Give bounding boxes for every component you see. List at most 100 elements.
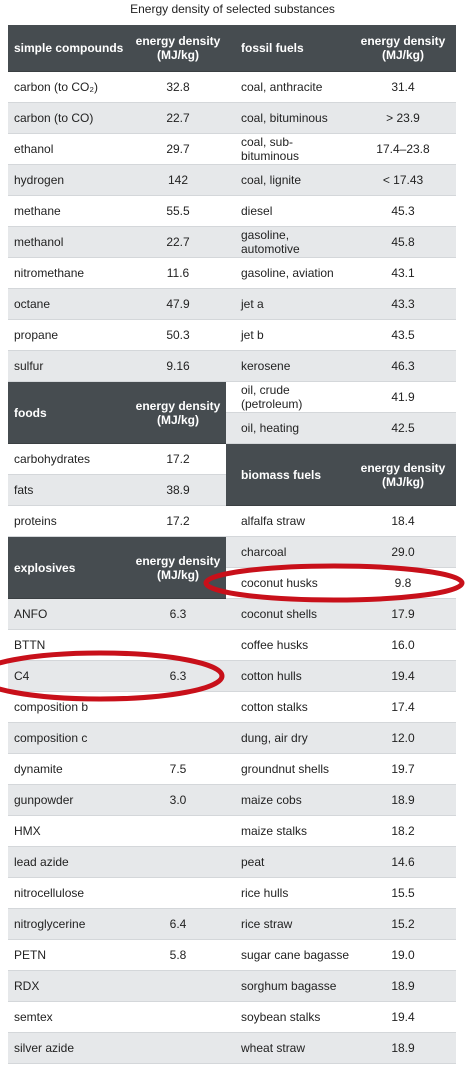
substance-name: coal, lignite — [226, 165, 350, 196]
energy-density: 29.7 — [130, 134, 226, 165]
energy-density — [130, 878, 226, 909]
substance-name: coal, anthracite — [226, 72, 350, 103]
energy-density: 9.8 — [350, 568, 456, 599]
substance-name: octane — [8, 289, 130, 320]
energy-density: 19.4 — [350, 1002, 456, 1033]
substance-name: propane — [8, 320, 130, 351]
substance-name: carbon (to CO₂) — [8, 72, 130, 103]
substance-name: PETN — [8, 940, 130, 971]
substance-name: groundnut shells — [226, 754, 350, 785]
energy-density: 18.9 — [350, 971, 456, 1002]
substance-name: gunpowder — [8, 785, 130, 816]
substance-name: composition b — [8, 692, 130, 723]
energy-density: 18.2 — [350, 816, 456, 847]
energy-density: 31.4 — [350, 72, 456, 103]
energy-density: < 17.43 — [350, 165, 456, 196]
energy-density: 46.3 — [350, 351, 456, 382]
energy-density: 15.5 — [350, 878, 456, 909]
energy-density: 12.0 — [350, 723, 456, 754]
substance-name: methanol — [8, 227, 130, 258]
substance-name: HMX — [8, 816, 130, 847]
energy-density: 29.0 — [350, 537, 456, 568]
substance-name: BTTN — [8, 630, 130, 661]
substance-name: jet b — [226, 320, 350, 351]
substance-name: maize stalks — [226, 816, 350, 847]
column-header: energy density (MJ/kg) — [350, 25, 456, 72]
substance-name: sorghum bagasse — [226, 971, 350, 1002]
energy-density: 142 — [130, 165, 226, 196]
energy-density: 43.3 — [350, 289, 456, 320]
substance-name: charcoal — [226, 537, 350, 568]
substance-name: composition c — [8, 723, 130, 754]
energy-density — [130, 723, 226, 754]
substance-name: hydrogen — [8, 165, 130, 196]
substance-name: methane — [8, 196, 130, 227]
energy-density: 5.8 — [130, 940, 226, 971]
substance-name: coconut husks — [226, 568, 350, 599]
energy-density: 9.16 — [130, 351, 226, 382]
energy-density: 43.5 — [350, 320, 456, 351]
energy-density: 32.8 — [130, 72, 226, 103]
energy-density: 17.4 — [350, 692, 456, 723]
section-header: simple compounds — [8, 25, 130, 72]
section-header: biomass fuels — [226, 444, 350, 506]
substance-name: fats — [8, 475, 130, 506]
substance-name: gasoline, aviation — [226, 258, 350, 289]
substance-name: wheat straw — [226, 1033, 350, 1064]
substance-name: proteins — [8, 506, 130, 537]
energy-density: 11.6 — [130, 258, 226, 289]
energy-density: 6.3 — [130, 661, 226, 692]
substance-name: RDX — [8, 971, 130, 1002]
substance-name: coffee husks — [226, 630, 350, 661]
energy-density: 50.3 — [130, 320, 226, 351]
substance-name: ANFO — [8, 599, 130, 630]
energy-density: 19.0 — [350, 940, 456, 971]
substance-name: rice straw — [226, 909, 350, 940]
substance-name: cotton stalks — [226, 692, 350, 723]
energy-density: 15.2 — [350, 909, 456, 940]
substance-name: carbohydrates — [8, 444, 130, 475]
substance-name: dynamite — [8, 754, 130, 785]
substance-name: gasoline, automotive — [226, 227, 350, 258]
substance-name: peat — [226, 847, 350, 878]
energy-density: 45.3 — [350, 196, 456, 227]
energy-density: 18.9 — [350, 785, 456, 816]
substance-name: sugar cane bagasse — [226, 940, 350, 971]
substance-name: semtex — [8, 1002, 130, 1033]
energy-density: 18.9 — [350, 1033, 456, 1064]
energy-density: 38.9 — [130, 475, 226, 506]
energy-density: 19.4 — [350, 661, 456, 692]
substance-name: soybean stalks — [226, 1002, 350, 1033]
substance-name: coal, bituminous — [226, 103, 350, 134]
substance-name: oil, heating — [226, 413, 350, 444]
table-title: Energy density of selected substances — [130, 2, 335, 16]
energy-density: 55.5 — [130, 196, 226, 227]
energy-density: 16.0 — [350, 630, 456, 661]
section-header: fossil fuels — [226, 25, 350, 72]
energy-density: 17.4–23.8 — [350, 134, 456, 165]
substance-name: jet a — [226, 289, 350, 320]
energy-density: 43.1 — [350, 258, 456, 289]
substance-name: dung, air dry — [226, 723, 350, 754]
energy-density: 17.2 — [130, 444, 226, 475]
substance-name: alfalfa straw — [226, 506, 350, 537]
column-header: energy density (MJ/kg) — [350, 444, 456, 506]
energy-density: 47.9 — [130, 289, 226, 320]
substance-name: nitrocellulose — [8, 878, 130, 909]
energy-density — [130, 1002, 226, 1033]
substance-name: carbon (to CO) — [8, 103, 130, 134]
energy-density: 19.7 — [350, 754, 456, 785]
energy-density: 22.7 — [130, 103, 226, 134]
energy-density: 42.5 — [350, 413, 456, 444]
energy-density — [130, 630, 226, 661]
energy-density: > 23.9 — [350, 103, 456, 134]
substance-name: C4 — [8, 661, 130, 692]
energy-density: 17.9 — [350, 599, 456, 630]
substance-name: cotton hulls — [226, 661, 350, 692]
substance-name: nitroglycerine — [8, 909, 130, 940]
energy-density: 17.2 — [130, 506, 226, 537]
substance-name: oil, crude (petroleum) — [226, 382, 350, 413]
energy-density: 7.5 — [130, 754, 226, 785]
energy-density — [130, 1033, 226, 1064]
